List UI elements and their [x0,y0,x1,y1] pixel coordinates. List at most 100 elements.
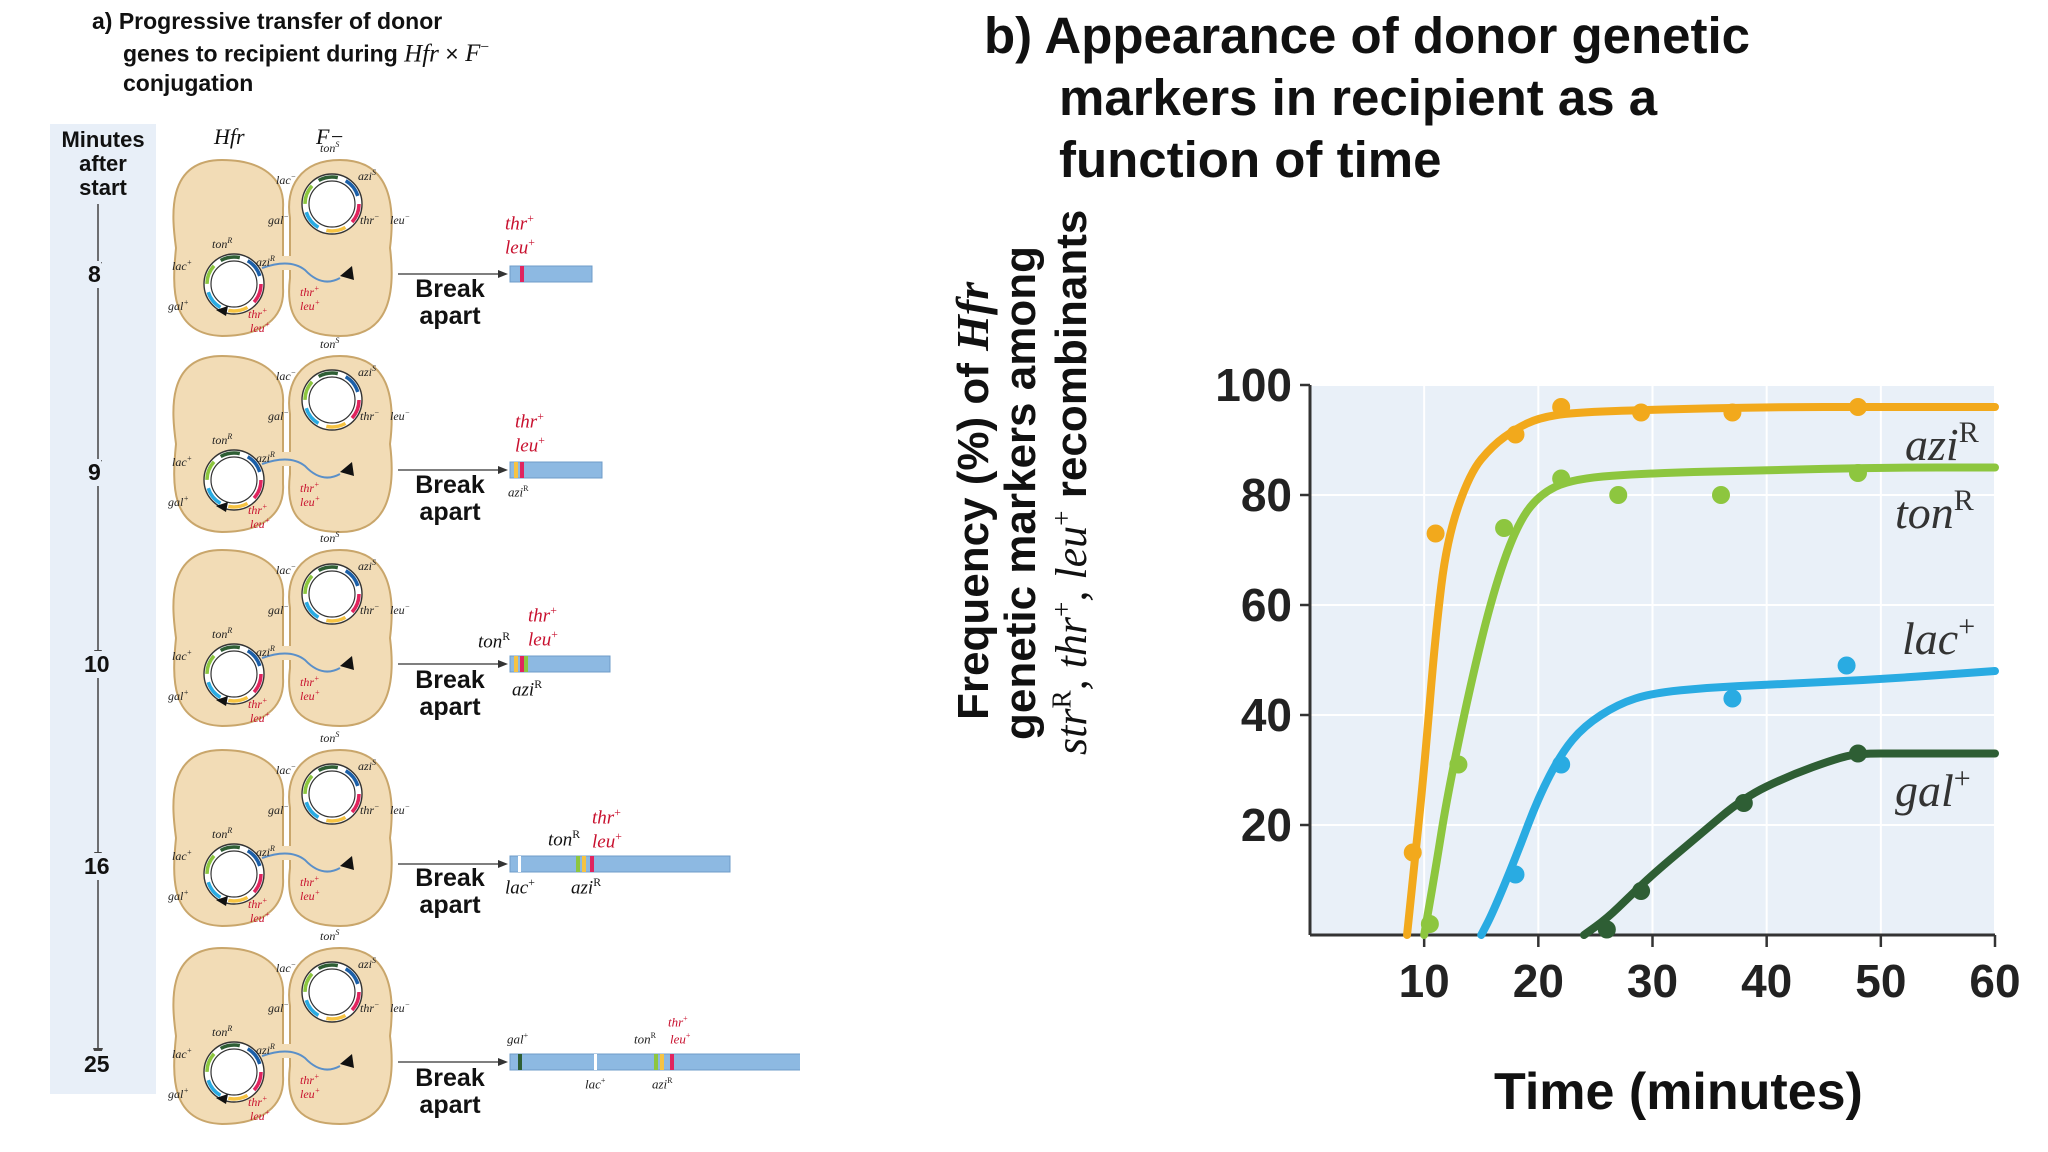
transfer-strand [261,1050,341,1071]
label-lac-plus-sup: + [187,648,192,657]
frag5-lac: lac+ [585,1076,605,1092]
label-thr-plus-hfr: thr+ [248,696,267,711]
label-thr-plus-hfr-sup: + [262,1094,267,1103]
frag4-aziR: aziR [571,876,601,899]
label-lac-minus: lac− [276,960,296,975]
frag4-thr: thr+ [592,806,621,829]
frag5-aziR-sup: R [667,1076,673,1085]
data-point-tonR [1712,486,1730,504]
fragment-lac-mark [518,856,521,872]
label-gal-minus-base: gal [268,803,284,817]
fminus-chromosome-seg-4 [303,371,361,429]
label-aziR-base: azi [256,645,270,659]
label-tonR-sup: R [226,626,232,635]
panel-b-title-line1: b) Appearance of donor genetic [984,7,1751,64]
data-point-tonR [1420,915,1439,933]
label-gal-plus: gal+ [168,888,189,903]
label-lac-minus-base: lac [276,763,291,777]
label-lac-plus-base: lac [172,455,187,469]
label-lac-plus: lac+ [172,454,192,469]
label-gal-plus-sup: + [183,1086,188,1095]
label-lac-plus-base: lac [172,259,187,273]
series-label-gal: gal+ [1895,762,1971,816]
frag3-tonR-text: ton [478,631,503,653]
break-label-line2: apart [419,1091,481,1119]
frag4-tonR-text: ton [548,829,573,851]
fminus-chromosome-seg-1 [303,963,361,1021]
break-apart-label-row5: Break apart [405,1065,495,1119]
x-axis-label: Time (minutes) [1494,1063,1863,1121]
label-leu-plus-fminus-base: leu [300,1087,315,1101]
label-thr-plus-fminus: thr+ [300,480,319,495]
label-aziS: aziS [358,364,376,379]
label-thr-plus-hfr: thr+ [248,1094,267,1109]
transferred-fragment [509,461,603,479]
frag1-leu-text: leu [505,237,529,259]
break-apart-label-row3: Break apart [405,667,495,721]
frag2-aziR-text: azi [508,484,524,500]
series-label-aziR-base: azi [1905,419,1959,470]
frag4-aziR-text: azi [571,877,594,899]
break-label-line2: apart [419,693,481,721]
label-lac-plus-sup: + [187,848,192,857]
series-label-aziR: aziR [1905,416,1979,470]
frag5-tonR-text: ton [634,1031,651,1047]
x-tick-label: 60 [1969,955,2020,1007]
data-point-tonR [1849,464,1867,482]
frag3-tonR: tonR [478,630,510,653]
label-gal-minus-base: gal [268,1001,284,1015]
data-point-tonR [1495,519,1514,537]
series-line-lac [1477,667,1999,939]
x-tick-label: 30 [1627,955,1678,1007]
label-aziR-sup: R [269,644,275,653]
frag3-aziR: aziR [512,678,542,701]
break-label-line1: Break [415,275,485,303]
frag4-lac-sup: + [528,876,535,889]
transfer-arrowhead [340,462,354,476]
frag4-lac-text: lac [505,877,529,899]
label-aziS-base: azi [358,169,372,183]
label-leu-plus-hfr-sup: + [265,910,270,919]
data-point-aziR [1632,403,1651,422]
label-lac-minus-sup: − [291,172,296,181]
frag5-gal-sup: + [523,1031,529,1040]
transfer-arrowhead [340,856,354,870]
label-gal-plus-sup: + [183,494,188,503]
label-tonR-base: ton [212,827,227,841]
fminus-chromosome-outer [301,563,363,625]
data-point-gal [1632,882,1651,900]
frag5-leu-text: leu [670,1031,686,1047]
frag3-thr-sup: + [550,604,557,617]
hfr-chromosome-seg-0 [205,1043,263,1101]
label-leu-plus-hfr: leu+ [250,516,270,531]
label-lac-minus-base: lac [276,173,291,187]
label-thr-plus-hfr-sup: + [262,502,267,511]
label-tonR-sup: R [226,236,232,245]
label-leu-minus-sup: − [405,212,410,221]
minutes-25: 25 [84,1051,110,1078]
frag5-gal: gal+ [507,1031,528,1047]
data-point-tonR [1552,469,1571,488]
fminus-chromosome-inner [308,770,356,818]
label-thr-plus-hfr-base: thr [248,897,262,911]
label-gal-plus-sup: + [183,298,188,307]
fragment-azi-mark [660,1054,664,1070]
label-thr-minus-sup: − [374,1000,379,1009]
frag5-thr: thr+ [668,1014,688,1030]
label-aziS-base: azi [358,957,372,971]
label-thr-plus-fminus: thr+ [300,874,319,889]
label-gal-plus: gal+ [168,494,189,509]
frag2-leu: leu+ [515,434,545,457]
hfr-chromosome-inner [210,650,258,698]
fragment-thr-leu-mark [670,1054,674,1070]
y-tick-label: 100 [1215,359,1292,411]
label-aziR: aziR [256,644,275,659]
label-aziR: aziR [256,844,275,859]
fminus-chromosome-seg-0 [303,371,361,429]
label-aziS-sup: S [372,558,376,567]
label-leu-minus-sup: − [405,1000,410,1009]
label-thr-minus: thr− [360,212,379,227]
x-tick-label: 40 [1741,955,1792,1007]
fminus-chromosome-outer [301,961,363,1023]
